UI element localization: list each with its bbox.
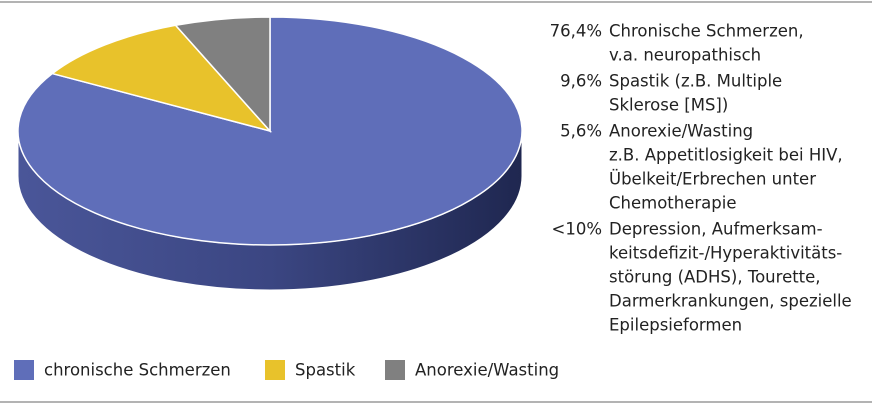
annotation-text: keitsdefizit-/Hyperaktivitäts- [609,244,842,263]
annotation-text: z.B. Appetitlosigkeit bei HIV, [609,146,843,165]
pie-slice [174,16,271,133]
annotation-text: Epilepsieformen [609,316,742,335]
legend-swatch [14,360,34,380]
annotation-text: Sklerose [MS]) [609,96,728,115]
annotation-label: 76,4% [550,22,602,41]
annotation-text: Darmerkrankungen, spezielle [609,292,852,311]
legend-label: Spastik [295,361,356,380]
annotation-label: 9,6% [560,72,602,91]
legend-label: chronische Schmerzen [44,361,231,380]
annotation-text: Chronische Schmerzen, [609,22,804,41]
annotation-text: Depression, Aufmerksam- [609,220,823,239]
annotation-text: Spastik (z.B. Multiple [609,72,782,91]
annotation-label: <10% [552,220,603,239]
annotation-text: Chemotherapie [609,194,736,213]
legend-swatch [265,360,285,380]
annotation-label: 5,6% [560,122,602,141]
annotation-text: Übelkeit/Erbrechen unter [609,170,816,189]
pie-slice [50,24,273,133]
annotation-text: störung (ADHS), Tourette, [609,268,821,287]
legend-label: Anorexie/Wasting [415,361,559,380]
annotation-text: v.a. neuropathisch [609,46,761,65]
legend-swatch [385,360,405,380]
annotation-text: Anorexie/Wasting [609,122,753,141]
